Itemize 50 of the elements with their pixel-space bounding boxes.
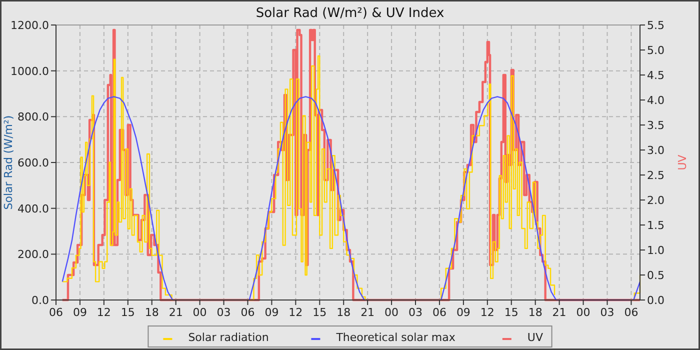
y2-tick-label: 3.5: [647, 119, 664, 132]
y2-tick-label: 4.5: [647, 69, 664, 82]
y2-tick-label: 3.0: [647, 144, 664, 157]
legend-label: UV: [527, 331, 544, 344]
x-tick-label: 06: [624, 306, 638, 319]
y2-tick-label: 5.5: [647, 19, 664, 32]
x-tick-label: 21: [360, 306, 375, 319]
x-tick-label: 12: [480, 306, 494, 319]
y-tick-label: 200.0: [18, 248, 49, 262]
x-tick-label: 09: [264, 306, 279, 319]
y2-tick-label: 5.0: [647, 44, 664, 57]
x-tick-label: 18: [336, 306, 351, 319]
y-tick-label: 600.0: [18, 156, 49, 170]
x-tick-label: 21: [168, 306, 183, 319]
legend-label: Solar radiation: [188, 331, 269, 344]
x-tick-label: 03: [408, 306, 423, 319]
y2-tick-label: 4.0: [647, 94, 664, 107]
x-tick-label: 00: [576, 306, 590, 319]
x-tick-label: 09: [72, 306, 87, 319]
x-tick-label: 03: [600, 306, 614, 319]
x-tick-label: 06: [49, 306, 63, 319]
x-tick-label: 15: [504, 306, 518, 319]
x-tick-label: 15: [120, 306, 135, 319]
y2-tick-label: 0.0: [647, 294, 664, 307]
y2-tick-label: 2.5: [647, 169, 664, 182]
y2-tick-label: 1.0: [647, 244, 664, 257]
x-tick-label: 15: [312, 306, 327, 319]
y-tick-label: 800.0: [18, 110, 49, 124]
y-axis-title: Solar Rad (W/m²): [2, 115, 15, 210]
x-tick-label: 12: [96, 306, 111, 319]
x-tick-label: 21: [552, 306, 566, 319]
x-tick-label: 00: [192, 306, 207, 319]
y-tick-label: 0.0: [32, 294, 49, 307]
y2-tick-label: 0.5: [647, 269, 664, 282]
x-tick-label: 12: [288, 306, 303, 319]
x-tick-label: 06: [240, 306, 255, 319]
y2-tick-label: 2.0: [647, 194, 664, 207]
x-tick-label: 09: [456, 306, 470, 319]
legend-label: Theoretical solar max: [335, 331, 456, 344]
y-tick-label: 400.0: [18, 202, 49, 216]
y2-tick-label: 1.5: [647, 219, 664, 232]
y-tick-label: 1000.0: [10, 64, 49, 78]
x-tick-label: 00: [384, 306, 399, 319]
x-tick-label: 03: [216, 306, 231, 319]
y-tick-label: 1200.0: [10, 19, 49, 32]
chart-title: Solar Rad (W/m²) & UV Index: [256, 6, 444, 21]
x-tick-label: 18: [144, 306, 159, 319]
x-tick-label: 18: [528, 306, 542, 319]
x-tick-label: 06: [432, 306, 446, 319]
y2-axis-title: UV: [676, 154, 689, 170]
